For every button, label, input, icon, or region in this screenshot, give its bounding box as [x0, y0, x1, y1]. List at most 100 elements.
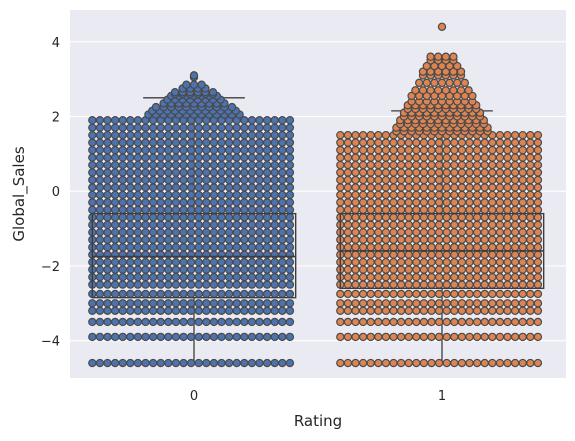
swarm-point: [389, 243, 398, 252]
swarm-point: [141, 168, 150, 177]
swarm-point: [270, 205, 279, 215]
swarm-point: [255, 280, 264, 289]
swarm-point: [186, 123, 196, 132]
swarm-point: [434, 317, 444, 327]
swarm-point: [495, 175, 505, 185]
swarm-point: [351, 265, 360, 274]
swarm-point: [148, 306, 158, 315]
swarm-point: [480, 265, 489, 274]
swarm-point: [247, 116, 257, 125]
swarm-point: [224, 306, 234, 315]
swarm-point: [247, 289, 257, 299]
swarm-point: [141, 183, 150, 192]
swarm-point: [396, 205, 406, 215]
swarm-point: [194, 358, 203, 368]
swarm-point: [232, 153, 241, 162]
swarm-point: [217, 280, 226, 289]
swarm-point: [412, 243, 421, 252]
swarm-point: [495, 183, 505, 192]
swarm-point: [270, 332, 279, 342]
swarm-point: [171, 289, 181, 299]
swarm-point: [118, 138, 127, 147]
swarm-point: [465, 213, 474, 222]
swarm-point: [126, 280, 135, 289]
swarm-point: [247, 190, 257, 200]
swarm-point: [148, 130, 158, 140]
swarm-point: [202, 153, 211, 162]
swarm-point: [164, 299, 173, 308]
swarm-point: [533, 257, 543, 267]
swarm-point: [472, 220, 482, 230]
swarm-point: [285, 123, 295, 132]
swarm-point: [526, 138, 535, 147]
swarm-point: [434, 280, 444, 289]
swarm-point: [224, 220, 234, 230]
swarm-point: [164, 235, 173, 244]
swarm-point: [247, 243, 257, 252]
swarm-point: [366, 220, 375, 230]
swarm-point: [510, 168, 520, 177]
swarm-point: [419, 228, 429, 237]
swarm-point: [465, 317, 474, 327]
swarm-point: [351, 130, 360, 140]
swarm-point: [419, 145, 429, 155]
swarm-point: [465, 205, 474, 215]
swarm-point: [495, 272, 505, 282]
swarm-point: [450, 299, 459, 308]
swarm-point: [389, 289, 398, 299]
swarm-point: [358, 220, 368, 230]
swarm-point: [103, 116, 112, 125]
swarm-point: [427, 299, 436, 308]
swarm-point: [126, 317, 135, 327]
swarm-point: [472, 153, 482, 162]
swarm-point: [217, 213, 226, 222]
swarm-point: [179, 272, 188, 282]
swarm-point: [518, 190, 527, 200]
swarm-point: [179, 317, 188, 327]
swarm-point: [495, 306, 505, 315]
swarm-point: [164, 289, 173, 299]
swarm-point: [465, 243, 474, 252]
swarm-point: [202, 280, 211, 289]
swarm-point: [103, 358, 112, 368]
outlier-point: [441, 86, 450, 95]
swarm-point: [503, 145, 512, 155]
swarm-point: [103, 190, 112, 200]
swarm-point: [171, 145, 181, 155]
swarm-point: [224, 160, 234, 170]
swarm-point: [95, 280, 105, 289]
swarm-point: [224, 280, 234, 289]
swarm-point: [412, 220, 421, 230]
swarm-point: [285, 265, 295, 274]
swarm-point: [533, 160, 543, 170]
swarm-point: [209, 228, 219, 237]
swarm-point: [194, 153, 203, 162]
swarm-point: [434, 332, 444, 342]
swarm-point: [148, 265, 158, 274]
swarm-point: [533, 299, 543, 308]
swarm-point: [389, 138, 398, 147]
swarm-point: [503, 289, 512, 299]
swarm-point: [270, 153, 279, 162]
swarm-point: [209, 358, 219, 368]
swarm-point: [95, 358, 105, 368]
swarm-point: [503, 272, 512, 282]
swarm-point: [533, 306, 543, 315]
swarm-point: [285, 235, 295, 244]
swarm-point: [374, 168, 383, 177]
swarm-point: [179, 168, 188, 177]
swarm-point: [343, 145, 353, 155]
swarm-point: [270, 257, 279, 267]
swarm-point: [533, 250, 543, 259]
swarm-point: [247, 306, 257, 315]
swarm-point: [533, 358, 543, 368]
swarm-point: [343, 289, 353, 299]
swarm-point: [404, 198, 413, 207]
swarm-point: [488, 228, 497, 237]
swarm-point: [255, 198, 264, 207]
swarm-point: [381, 205, 391, 215]
swarm-point: [156, 272, 165, 282]
swarm-point: [202, 213, 211, 222]
swarm-point: [412, 205, 421, 215]
swarm-point: [495, 160, 505, 170]
